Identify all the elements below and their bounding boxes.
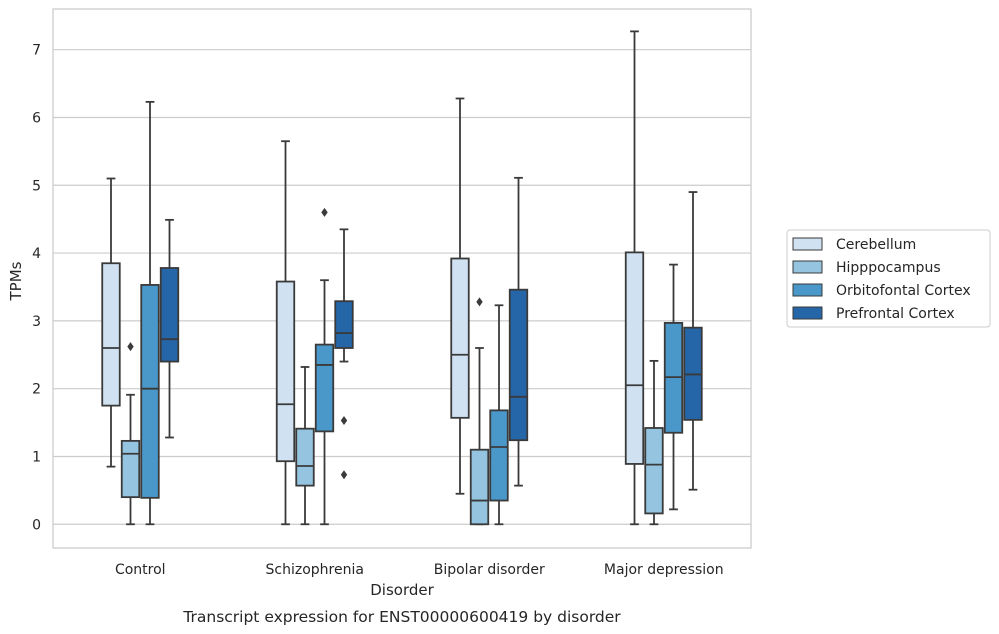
- box-2-0: [450, 97, 470, 495]
- legend-frame: [786, 229, 991, 328]
- legend-swatch: [792, 237, 823, 251]
- outlier-point: [340, 470, 348, 480]
- y-axis-label: TPMs: [7, 261, 25, 301]
- plot-frame: [52, 8, 752, 549]
- legend-label: Cerebellum: [836, 237, 916, 253]
- x-tick-label: Control: [115, 562, 166, 578]
- legend-label: Prefrontal Cortex: [836, 306, 955, 322]
- box-1-3: [334, 228, 354, 480]
- y-tick-label: 4: [32, 246, 41, 262]
- box-iqr: [159, 267, 180, 363]
- outlier-point: [340, 416, 348, 426]
- outlier-point: [321, 207, 328, 217]
- y-tick-label: 1: [32, 449, 41, 465]
- x-tick-label: Bipolar disorder: [434, 562, 545, 578]
- outlier-point: [476, 297, 483, 307]
- box-iqr: [508, 288, 529, 442]
- box-iqr: [295, 427, 315, 487]
- box-3-2: [663, 263, 684, 511]
- y-tick-label: 3: [32, 314, 41, 330]
- box-3-3: [683, 191, 703, 491]
- legend-swatch: [792, 283, 823, 297]
- legend-swatch: [792, 306, 823, 320]
- box-iqr: [624, 251, 645, 465]
- box-iqr: [334, 300, 354, 349]
- y-tick-label: 6: [32, 110, 41, 126]
- box-1-0: [275, 140, 296, 526]
- boxes-layer: [101, 30, 703, 526]
- box-0-1: [120, 342, 141, 526]
- box-0-0: [101, 177, 121, 468]
- y-tick-label: 5: [32, 178, 41, 194]
- legend-label: Orbitofontal Cortex: [836, 283, 971, 299]
- x-axis-label: Disorder: [370, 581, 434, 599]
- box-iqr: [489, 409, 509, 502]
- x-tick-labels: Control Schizophrenia Bipolar disorder Majo…: [115, 562, 724, 578]
- legend: Cerebellum Hipppocampus Orbitofontal Corte…: [786, 229, 991, 328]
- y-tick-labels: 0 1 2 3 4 5 6 7: [32, 43, 41, 534]
- box-iqr: [314, 343, 335, 433]
- outlier-point: [127, 342, 134, 352]
- box-0-3: [159, 218, 180, 439]
- box-3-0: [624, 30, 645, 526]
- box-1-2: [314, 207, 335, 526]
- box-1-1: [295, 366, 315, 526]
- box-3-1: [644, 359, 664, 526]
- box-2-1: [469, 297, 490, 526]
- box-iqr: [450, 257, 470, 419]
- box-iqr: [140, 284, 160, 499]
- box-iqr: [275, 280, 296, 463]
- y-tick-label: 2: [32, 382, 41, 398]
- box-2-2: [489, 304, 509, 526]
- chart-caption: Transcript expression for ENST0000060041…: [182, 608, 621, 626]
- x-tick-label: Schizophrenia: [266, 562, 364, 578]
- y-tick-label: 0: [32, 517, 41, 533]
- box-iqr: [101, 262, 121, 407]
- x-tick-label: Major depression: [604, 562, 724, 578]
- box-0-2: [140, 100, 160, 526]
- box-iqr: [469, 448, 490, 526]
- legend-label: Hipppocampus: [836, 260, 941, 276]
- y-tick-label: 7: [32, 43, 41, 59]
- legend-swatch: [792, 260, 823, 274]
- box-iqr: [644, 427, 664, 515]
- box-2-3: [508, 176, 529, 487]
- box-iqr: [120, 439, 141, 499]
